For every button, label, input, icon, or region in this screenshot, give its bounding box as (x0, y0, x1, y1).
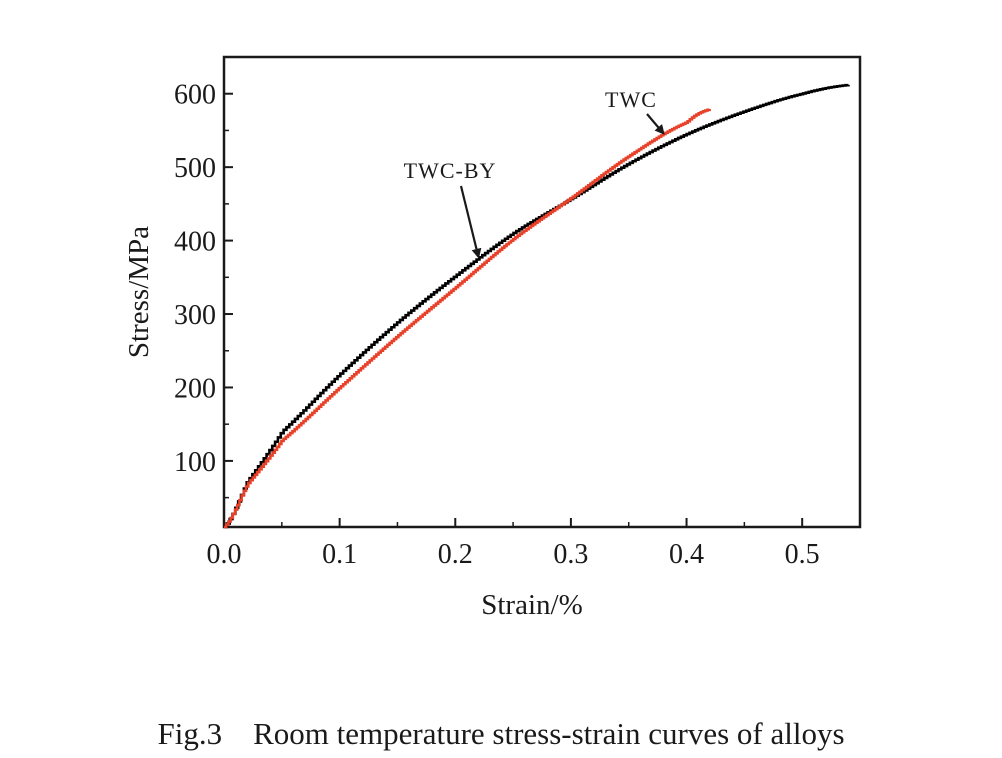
series-layer (224, 83, 850, 529)
y-tick-label: 200 (174, 373, 216, 404)
series-line-0 (224, 83, 850, 529)
y-tick-label: 300 (174, 300, 216, 331)
figure-caption: Fig.3 Room temperature stress-strain cur… (0, 716, 1002, 752)
x-tick-label: 0.3 (553, 539, 588, 570)
series-line-1 (224, 108, 711, 529)
x-tick-label: 0.1 (322, 539, 357, 570)
annotation-arrow (459, 185, 482, 259)
annotation-label: TWC (605, 87, 657, 112)
annotation-label: TWC-BY (404, 158, 497, 183)
x-axis-ticks: 0.0 0.1 0.2 0.3 0.4 0.5 (207, 518, 820, 570)
annotation-layer: TWC TWC-BY (404, 87, 665, 259)
y-tick-label: 600 (174, 80, 216, 111)
caption-text: Room temperature stress-strain curves of… (253, 716, 845, 751)
annotation-arrow (646, 113, 665, 135)
y-tick-label: 100 (174, 447, 216, 478)
x-axis-title: Strain/% (481, 589, 583, 621)
caption-label: Fig.3 (157, 716, 223, 751)
y-tick-label: 500 (174, 153, 216, 184)
x-tick-label: 0.0 (207, 539, 242, 570)
x-tick-label: 0.2 (438, 539, 473, 570)
plot-frame (222, 55, 862, 529)
y-tick-label: 400 (174, 227, 216, 258)
y-axis-title: Stress/MPa (123, 226, 155, 358)
x-tick-label: 0.5 (785, 539, 820, 570)
x-tick-label: 0.4 (669, 539, 704, 570)
y-axis-ticks: 100 200 300 400 500 600 (174, 56, 233, 499)
